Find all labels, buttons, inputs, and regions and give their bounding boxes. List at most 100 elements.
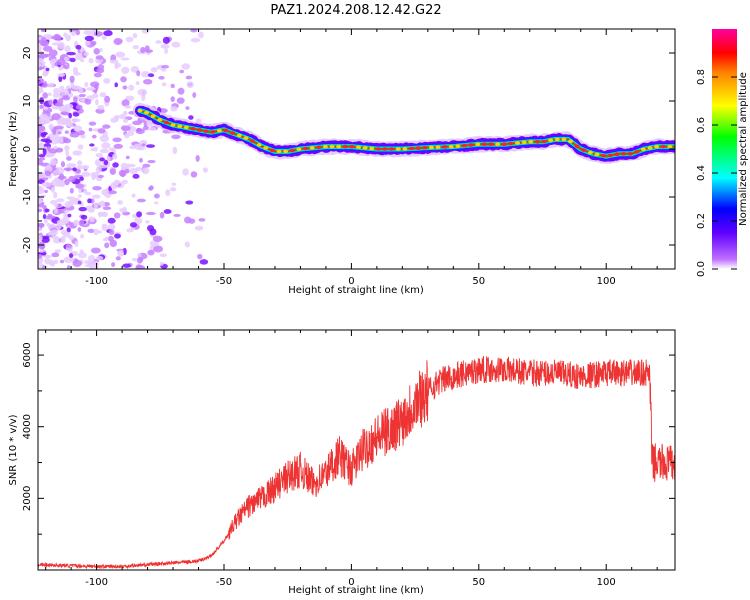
noise-blob: [190, 37, 201, 43]
noise-blob: [94, 159, 102, 167]
noise-blob: [135, 81, 140, 86]
noise-blob: [113, 179, 121, 185]
noise-blob: [45, 67, 50, 72]
noise-blob: [164, 47, 168, 55]
noise-blob: [69, 253, 74, 258]
ridge-peak: [534, 140, 540, 144]
noise-blob: [57, 41, 65, 50]
noise-blob: [38, 222, 45, 228]
noise-blob: [80, 214, 88, 220]
noise-blob: [114, 233, 121, 239]
noise-blob: [65, 34, 71, 42]
noise-blob: [42, 204, 47, 210]
x-tick-label: 100: [597, 276, 616, 287]
snr-ylabel: SNR (10 * v/v): [8, 414, 19, 485]
noise-blob: [128, 145, 137, 150]
noise-blob: [83, 30, 93, 35]
ridge-peak: [190, 126, 196, 131]
noise-blob: [59, 88, 70, 96]
snr-frame: [37, 329, 676, 571]
noise-blob: [64, 130, 69, 134]
noise-blob: [184, 241, 190, 248]
noise-blob: [149, 228, 157, 236]
noise-blob: [165, 189, 171, 197]
ridge-peak: [501, 142, 507, 146]
noise-blob: [87, 207, 95, 213]
noise-blob: [117, 249, 125, 257]
ridge-peak: [574, 144, 580, 149]
ridge-peak: [667, 144, 673, 149]
noise-blob: [42, 45, 53, 52]
noise-blob: [155, 40, 162, 44]
noise-blob: [69, 57, 76, 63]
noise-blob: [90, 247, 101, 254]
ridge-peak: [362, 146, 368, 150]
colorbar-label: Normalized spectral amplitude: [738, 72, 749, 226]
noise-blob: [112, 137, 122, 143]
noise-blob: [72, 118, 77, 124]
y-tick-label: 6000: [22, 342, 33, 367]
noise-blob: [103, 159, 109, 166]
ridge-peak: [216, 128, 222, 133]
noise-blob: [136, 257, 143, 264]
noise-blob: [143, 78, 153, 85]
noise-blob: [159, 261, 164, 266]
noise-blob: [51, 113, 61, 121]
noise-blob: [104, 242, 110, 249]
noise-blob: [54, 249, 62, 253]
noise-blob: [198, 218, 206, 222]
ridge-peak: [382, 147, 388, 151]
noise-blob: [144, 45, 150, 53]
noise-blob: [73, 96, 78, 103]
ridge-peak: [548, 138, 554, 143]
noise-blob: [90, 147, 96, 152]
noise-blob: [63, 56, 69, 62]
noise-blob: [42, 213, 47, 220]
y-tick-label: -20: [22, 237, 33, 253]
noise-blob: [105, 236, 109, 241]
noise-blob: [72, 150, 83, 156]
noise-blob: [137, 253, 142, 258]
noise-blob: [66, 51, 76, 56]
noise-blob: [99, 148, 109, 154]
ridge-peak: [349, 144, 355, 149]
ridge-peak: [283, 149, 289, 154]
ridge-peak: [442, 145, 448, 149]
noise-blob: [97, 174, 104, 179]
noise-blob: [40, 117, 51, 124]
snr-panel: -100 -50 0 50 100 2000 4000 6000 Height of stra…: [8, 329, 676, 596]
noise-blob: [137, 88, 148, 96]
noise-blob: [176, 97, 185, 104]
noise-blob: [97, 211, 107, 216]
noise-blob: [38, 138, 42, 143]
noise-blob: [163, 209, 172, 214]
noise-blob: [153, 193, 160, 199]
noise-blob: [38, 186, 45, 195]
noise-blob: [186, 81, 194, 89]
noise-blob: [95, 55, 104, 60]
noise-blob: [63, 209, 70, 213]
noise-blob: [169, 187, 177, 192]
ridge-peak: [448, 144, 454, 149]
noise-blob: [114, 62, 122, 68]
noise-blob: [131, 257, 138, 262]
y-tick-label: 20: [22, 47, 33, 60]
ridge-peak: [462, 143, 468, 148]
noise-blob: [159, 253, 167, 258]
noise-blob: [115, 51, 126, 58]
noise-blob: [160, 43, 170, 49]
noise-blob: [194, 225, 204, 231]
noise-blob: [91, 134, 97, 139]
noise-blob: [136, 70, 141, 77]
ridge-peak: [183, 125, 189, 130]
noise-blob: [177, 87, 185, 95]
noise-blob: [60, 235, 66, 244]
noise-blob: [83, 51, 89, 56]
noise-blob: [47, 215, 56, 219]
noise-blob: [49, 229, 59, 236]
spectral-ridge: [132, 102, 675, 165]
noise-blob: [171, 182, 177, 186]
noise-blob: [109, 59, 119, 64]
noise-blob: [139, 157, 143, 163]
